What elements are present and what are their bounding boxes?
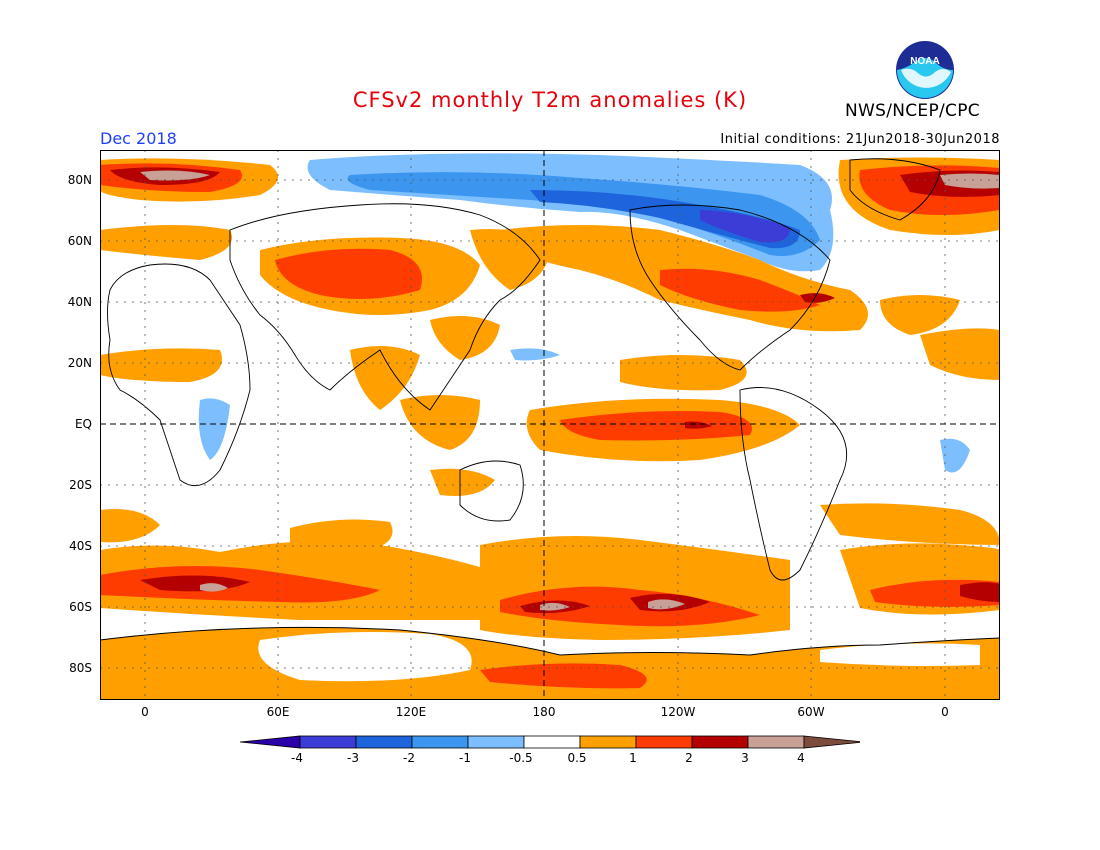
- colorbar-label: 3: [741, 751, 749, 765]
- colorbar-label: -4: [291, 751, 303, 765]
- coastlines: [107, 158, 941, 581]
- agency-label: NWS/NCEP/CPC: [845, 101, 980, 121]
- lon-label: 180: [532, 705, 556, 719]
- cold-regions: [198, 153, 970, 473]
- lat-label: 40N: [67, 295, 92, 309]
- lat-label: 80N: [67, 173, 92, 187]
- colorbar-label: 4: [797, 751, 805, 765]
- colorbar-swatch: [523, 735, 581, 749]
- colorbar-swatch: [635, 735, 693, 749]
- lon-label: 60W: [797, 705, 825, 719]
- colorbar-swatch: [240, 735, 301, 749]
- map-title: CFSv2 monthly T2m anomalies (K): [352, 88, 748, 112]
- lat-label: 80S: [69, 661, 92, 675]
- colorbar-swatch: [411, 735, 469, 749]
- colorbar-swatch: [747, 735, 805, 749]
- colorbar-swatch: [355, 735, 413, 749]
- colorbar: [240, 735, 860, 749]
- colorbar-label: -2: [403, 751, 415, 765]
- anomaly-map: [100, 150, 1000, 700]
- southern-midlat-patches: [100, 468, 1000, 551]
- logo-text: NOAA: [910, 56, 939, 67]
- colorbar-label: -0.5: [509, 751, 533, 765]
- lon-label: 0: [941, 705, 949, 719]
- colorbar-swatch: [299, 735, 357, 749]
- noaa-logo-icon: NOAA: [896, 41, 954, 99]
- northern-warm-regions: [100, 225, 1000, 450]
- lat-label: 20S: [69, 478, 92, 492]
- colorbar-swatch: [467, 735, 525, 749]
- initial-conditions: Initial conditions: 21Jun2018-30Jun2018: [720, 132, 1000, 147]
- lat-label: 60N: [67, 234, 92, 248]
- colorbar-label: 0.5: [567, 751, 587, 765]
- lat-label: 20N: [67, 356, 92, 370]
- colorbar-swatch: [803, 735, 860, 749]
- lat-label: 60S: [69, 600, 92, 614]
- colorbar-label: -1: [459, 751, 471, 765]
- colorbar-label: 2: [685, 751, 693, 765]
- southern-warm-belt: [100, 536, 1000, 640]
- lon-label: 120W: [660, 705, 696, 719]
- graticule: [100, 150, 1000, 700]
- arctic-warm-regions: [100, 157, 1000, 235]
- lon-label: 60E: [266, 705, 290, 719]
- lat-label: 40S: [69, 539, 92, 553]
- colorbar-label: -3: [347, 751, 359, 765]
- colorbar-swatch: [691, 735, 749, 749]
- antarctica-region: [100, 626, 1000, 700]
- equator-dateline: [100, 150, 1000, 700]
- colorbar-swatch: [579, 735, 637, 749]
- forecast-month: Dec 2018: [100, 129, 177, 148]
- colorbar-label: 1: [629, 751, 637, 765]
- map-frame: [100, 150, 1000, 700]
- lat-label: EQ: [74, 417, 92, 431]
- equatorial-pacific-warm: [526, 355, 800, 462]
- lon-label: 120E: [395, 705, 427, 719]
- lon-label: 0: [141, 705, 149, 719]
